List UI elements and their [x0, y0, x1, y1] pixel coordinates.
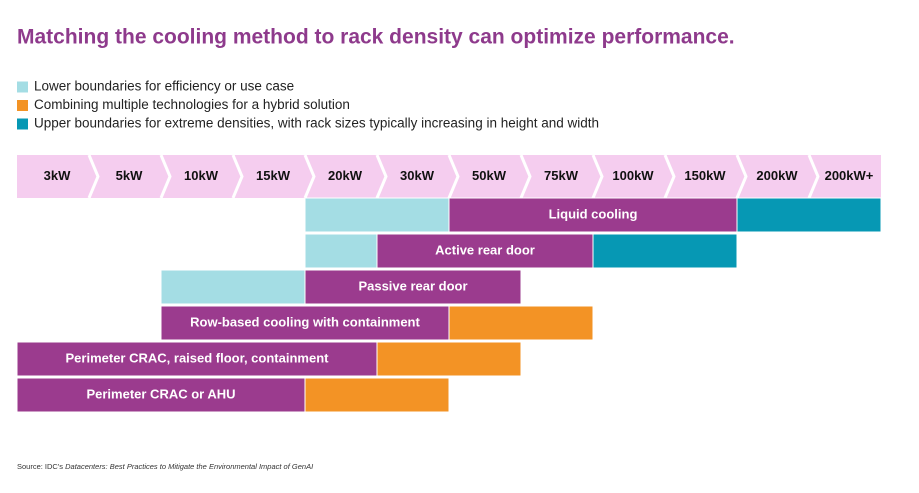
tier-label: 20kW [328, 168, 363, 183]
segment-hybrid [448, 305, 594, 341]
tier-separator [447, 154, 460, 199]
legend-text: Lower boundaries for efficiency or use c… [34, 79, 294, 94]
segment-core [160, 305, 450, 341]
segment-core [448, 197, 738, 233]
segment-core [16, 341, 378, 377]
legend-text: Upper boundaries for extreme densities, … [34, 116, 599, 131]
row-label: Row-based cooling with containment [190, 314, 420, 329]
tier-separator [303, 154, 316, 199]
segment-upper [592, 233, 738, 269]
tier-separator [663, 154, 676, 199]
tier-band [17, 155, 881, 198]
legend-swatch [17, 81, 28, 93]
source-prefix: Source: IDC's [17, 462, 65, 471]
tier-separator [231, 154, 244, 199]
tier-label: 100kW [612, 168, 654, 183]
segment-lower [304, 197, 450, 233]
segment-lower [160, 269, 306, 305]
source: Source: IDC's Datacenters: Best Practice… [17, 462, 313, 471]
segment-core [16, 377, 306, 413]
tier-separator [159, 154, 172, 199]
row-label: Passive rear door [358, 278, 467, 293]
tier-separator [591, 154, 604, 199]
row-label: Liquid cooling [549, 206, 638, 221]
segment-lower [304, 233, 378, 269]
tier-label: 150kW [684, 168, 726, 183]
segment-upper [736, 197, 882, 233]
row-label: Perimeter CRAC or AHU [86, 386, 235, 401]
legend-swatch [17, 118, 28, 130]
tier-label: 75kW [544, 168, 579, 183]
tier-separator [807, 154, 820, 199]
legend-swatch [17, 100, 28, 111]
tier-separator [735, 154, 748, 199]
tier-separator [87, 154, 100, 199]
title: Matching the cooling method to rack dens… [17, 26, 735, 49]
tier-separator [519, 154, 532, 199]
tier-label: 200kW+ [825, 168, 874, 183]
row-label: Perimeter CRAC, raised floor, containmen… [66, 350, 330, 365]
source-title: Datacenters: Best Practices to Mitigate … [65, 462, 313, 471]
segment-core [304, 269, 522, 305]
legend-text: Combining multiple technologies for a hy… [34, 97, 350, 112]
tier-label: 3kW [44, 168, 71, 183]
segment-hybrid [376, 341, 522, 377]
tier-separator [375, 154, 388, 199]
segment-hybrid [304, 377, 450, 413]
tier-label: 50kW [472, 168, 507, 183]
tier-label: 30kW [400, 168, 435, 183]
tier-label: 15kW [256, 168, 291, 183]
tier-label: 200kW [756, 168, 798, 183]
row-label: Active rear door [435, 242, 535, 257]
segment-core [376, 233, 594, 269]
tier-label: 10kW [184, 168, 219, 183]
tier-label: 5kW [116, 168, 143, 183]
